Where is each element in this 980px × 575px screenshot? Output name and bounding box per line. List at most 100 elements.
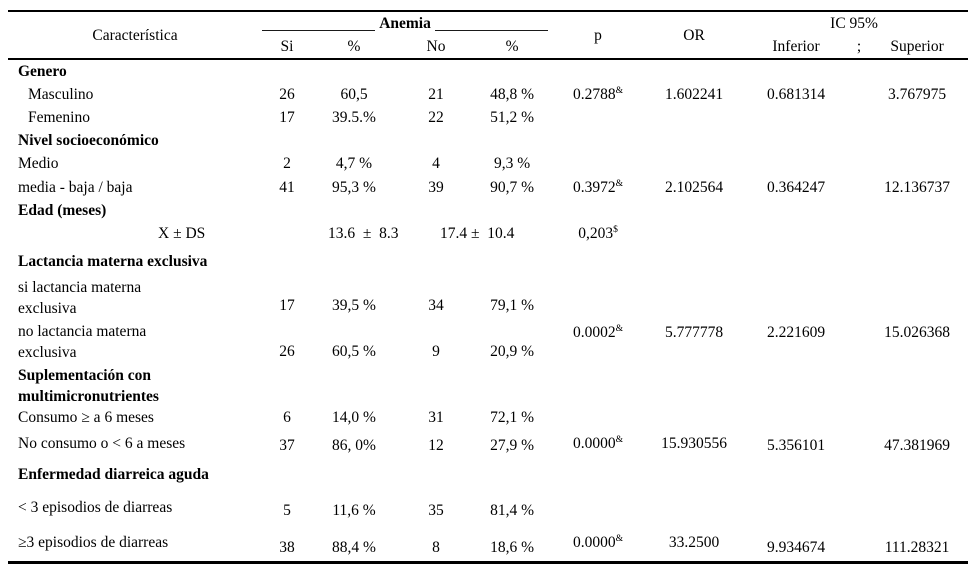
data-row-media-ds: X ± DS 13.6 ± 8.3 17.4 ± 10.4 0,203$ [8,221,968,246]
cell-p-value: 0.2788& [573,84,624,103]
cell-ic-inferior [740,407,852,428]
cell-anemia-no-pct: 20,9 % [490,343,534,360]
cell-ic-inferior: 2.221609 [766,324,826,341]
cell-or [648,407,740,428]
cell-ic-superior [866,221,968,246]
cell-mean-si: 13.6 ± 8.3 [328,225,399,242]
col-header-superior: Superior [866,35,969,60]
col-header-ic95: IC 95% [740,10,969,35]
cell-or [648,490,740,524]
section-label: Nivel socioeconómico [18,132,159,149]
cell-anemia-si: 38 [262,524,312,564]
cell-caracteristica: X ± DS [158,225,206,242]
cell-ic-sep [852,106,866,129]
section-row-suplementacion: Suplementación con multimicronutrientes [8,365,968,407]
cell-anemia-no-pct: 48,8 % [490,86,534,103]
p-superscript: & [615,84,624,96]
cell-or: 33.2500 [648,524,741,564]
cell-ic-sep [852,152,866,174]
cell-ic-superior [866,106,968,129]
p-superscript: $ [613,223,618,235]
cell-ic-inferior [740,106,852,129]
anemia-underline-left [262,29,376,31]
cell-anemia-no: 4 [432,154,440,172]
cell-ic-sep [852,277,866,319]
cell-anemia-no: 39 [428,178,444,196]
table-body: Genero Masculino 26 60,5 21 48,8 % 0.278… [8,59,969,564]
table-header: Característica Anemia p OR IC 95% Si % N… [8,10,969,60]
cell-anemia-si: 5 [283,502,291,519]
cell-anemia-si-pct: 4,7 % [335,154,373,172]
cell-ic-sep [852,174,866,200]
cell-caracteristica: No consumo o < 6 a meses [18,435,186,452]
anemia-label: Anemia [379,15,431,32]
p-superscript: & [615,177,624,189]
col-header-inferior: Inferior [740,35,853,60]
cell-ic-inferior [740,152,852,174]
cell-anemia-si-pct: 60,5 % [332,343,376,360]
cell-anemia-si: 17 [279,297,295,314]
cell-anemia-no: 34 [428,297,444,314]
section-label: Suplementación con multimicronutrientes [18,367,159,405]
cell-anemia-no: 21 [428,86,444,103]
col-header-no: No [396,35,476,60]
data-row-medio: Medio 2 4,7 % 4 9,3 % [8,152,968,174]
cell-caracteristica: si lactancia materna exclusiva [18,279,142,317]
anemia-underline-right [434,29,549,31]
cell-anemia-si-pct: 14,0 % [332,409,376,426]
cell-ic-inferior: 9.934674 [740,524,853,564]
col-header-caracteristica: Característica [8,10,262,60]
col-header-or: OR [648,10,741,60]
cell-anemia-no-pct: 90,7 % [490,178,534,196]
cell-or [648,106,740,129]
cell-anemia-no-pct: 27,9 % [490,437,534,454]
cell-p-value: 0.0000& [573,433,624,452]
cell-p-value [548,490,648,524]
cell-anemia-no-pct: 79,1 % [490,297,534,314]
section-label: Enfermedad diarreica aguda [18,466,209,483]
cell-anemia-no-pct: 18,6 % [476,524,549,564]
cell-ic-superior [866,277,968,319]
col-header-si-pct: % [312,35,396,60]
cell-anemia-si-pct: 86, 0% [332,437,376,454]
cell-mean-no: 17.4 ± 10.4 [440,225,515,242]
cell-anemia-si: 17 [279,109,295,126]
cell-or [648,277,740,319]
cell-caracteristica: media - baja / baja [18,178,133,196]
cell-ic-superior: 47.381969 [884,437,950,454]
cell-ic-sep [852,83,866,106]
col-header-anemia: Anemia [262,10,549,35]
cell-p-value: 0.3972& [573,177,624,196]
cell-ic-sep [852,524,867,564]
cell-caracteristica: Consumo ≥ a 6 meses [18,409,154,426]
cell-or [648,221,740,246]
cell-caracteristica: no lactancia materna exclusiva [18,323,147,361]
p-superscript: & [615,322,624,334]
section-row-genero: Genero [8,59,968,83]
p-superscript: & [615,433,624,445]
col-header-p: p [548,10,649,60]
cell-anemia-si-pct: 39.5.% [332,109,376,126]
cell-caracteristica: Femenino [28,109,90,126]
cell-p-value: 0.0002& [573,322,624,341]
cell-anemia-si-pct: 39,5 % [332,297,376,314]
cell-ic-inferior: 0.364247 [766,178,826,196]
data-row-femenino: Femenino 17 39.5.% 22 51,2 % [8,106,968,129]
data-row-menos-3-episodios: < 3 episodios de diarreas 5 11,6 % 35 81… [8,490,968,524]
section-row-lactancia: Lactancia materna exclusiva [8,246,968,277]
cell-anemia-no: 31 [428,409,444,426]
section-row-enfermedad-diarreica: Enfermedad diarreica aguda [8,459,968,490]
cell-ic-inferior [740,277,852,319]
anemia-statistics-table: Característica Anemia p OR IC 95% Si % N… [8,10,969,564]
cell-anemia-no: 35 [428,502,444,519]
data-row-si-lactancia: si lactancia materna exclusiva 17 39,5 %… [8,277,968,319]
data-row-mas-3-episodios: ≥3 episodios de diarreas 38 88,4 % 8 18,… [8,524,969,564]
data-row-consumo: Consumo ≥ a 6 meses 6 14,0 % 31 72,1 % [8,407,968,428]
section-row-nivel-socioeconomico: Nivel socioeconómico [8,129,968,152]
cell-anemia-si: 6 [283,409,291,426]
cell-ic-superior [866,490,968,524]
cell-or: 2.102564 [664,178,724,196]
cell-p-value [548,277,648,319]
cell-ic-inferior: 0.681314 [766,86,826,103]
cell-anemia-si-pct: 60,5 [340,86,368,103]
